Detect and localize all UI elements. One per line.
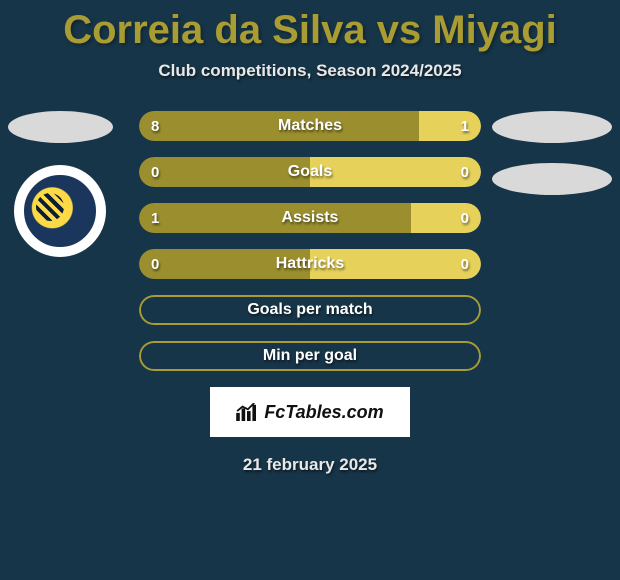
player2-logos <box>492 111 612 215</box>
player1-club-crest <box>14 165 106 257</box>
stat-value-player2: 0 <box>461 164 469 181</box>
site-label: FcTables.com <box>264 402 383 423</box>
player2-club-placeholder <box>492 163 612 195</box>
stat-value-player1: 1 <box>151 210 159 227</box>
stat-bar-empty <box>139 295 481 325</box>
date-label: 21 february 2025 <box>0 455 620 475</box>
stat-row: Min per goal <box>139 341 481 371</box>
stat-value-player1: 8 <box>151 118 159 135</box>
stat-row: 00Hattricks <box>139 249 481 279</box>
stat-bar-player2 <box>419 111 481 141</box>
stat-value-player1: 0 <box>151 256 159 273</box>
stat-bar-empty <box>139 341 481 371</box>
stat-value-player2: 1 <box>461 118 469 135</box>
chart-icon <box>236 403 258 421</box>
stat-bar-player1 <box>139 157 310 187</box>
stat-row: 81Matches <box>139 111 481 141</box>
stat-value-player2: 0 <box>461 210 469 227</box>
stat-row: 00Goals <box>139 157 481 187</box>
stat-row: 10Assists <box>139 203 481 233</box>
page-title: Correia da Silva vs Miyagi <box>0 0 620 53</box>
stat-bar-player2 <box>411 203 481 233</box>
site-badge: FcTables.com <box>210 387 410 437</box>
comparison-content: 81Matches00Goals10Assists00HattricksGoal… <box>0 111 620 475</box>
player2-flag-placeholder <box>492 111 612 143</box>
stat-bar-player1 <box>139 249 310 279</box>
player1-flag-placeholder <box>8 111 113 143</box>
stat-bars: 81Matches00Goals10Assists00HattricksGoal… <box>139 111 481 371</box>
stat-bar-player2 <box>310 157 481 187</box>
player1-logos <box>8 111 113 257</box>
stat-bar-player1 <box>139 111 419 141</box>
stat-value-player2: 0 <box>461 256 469 273</box>
stat-value-player1: 0 <box>151 164 159 181</box>
stat-bar-player2 <box>310 249 481 279</box>
subtitle: Club competitions, Season 2024/2025 <box>0 61 620 81</box>
stat-bar-player1 <box>139 203 411 233</box>
stat-row: Goals per match <box>139 295 481 325</box>
